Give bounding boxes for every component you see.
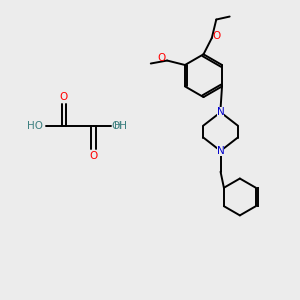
Text: HO: HO bbox=[27, 121, 43, 131]
Text: O: O bbox=[89, 151, 98, 161]
Text: N: N bbox=[217, 146, 224, 156]
Text: O: O bbox=[158, 52, 166, 63]
Text: OH: OH bbox=[111, 121, 128, 131]
Text: H: H bbox=[114, 121, 122, 131]
Text: N: N bbox=[217, 107, 224, 117]
Text: O: O bbox=[213, 32, 221, 41]
Text: O: O bbox=[60, 92, 68, 102]
